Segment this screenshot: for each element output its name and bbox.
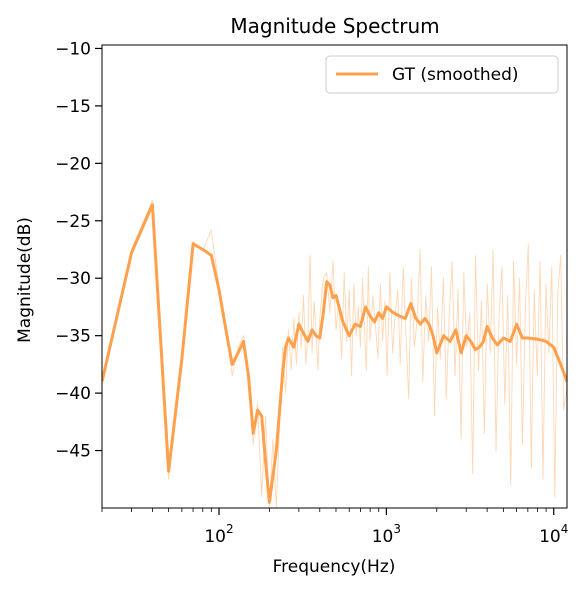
y-tick-label: −40 (55, 384, 91, 404)
raw-spectrum-line (102, 199, 567, 508)
legend-label: GT (smoothed) (392, 65, 519, 85)
y-tick-label: −30 (55, 269, 91, 289)
y-tick-label: −15 (55, 97, 91, 117)
legend-box (325, 55, 559, 94)
legend: GT (smoothed) (325, 55, 559, 94)
smoothed-spectrum-line (102, 203, 567, 504)
chart-title: Magnitude Spectrum (230, 14, 439, 38)
y-tick-label: −10 (55, 39, 91, 59)
y-tick-label: −35 (55, 327, 91, 347)
y-tick-label: −45 (55, 442, 91, 462)
x-tick-label: 102 (204, 522, 233, 547)
x-tick-label: 103 (372, 522, 401, 547)
x-axis-label: Frequency(Hz) (273, 557, 396, 577)
y-axis-label: Magnitude(dB) (15, 217, 35, 343)
plot-frame (101, 44, 568, 509)
y-tick-label: −20 (55, 154, 91, 174)
x-tick-label: 104 (539, 522, 568, 547)
y-tick-label: −25 (55, 212, 91, 232)
